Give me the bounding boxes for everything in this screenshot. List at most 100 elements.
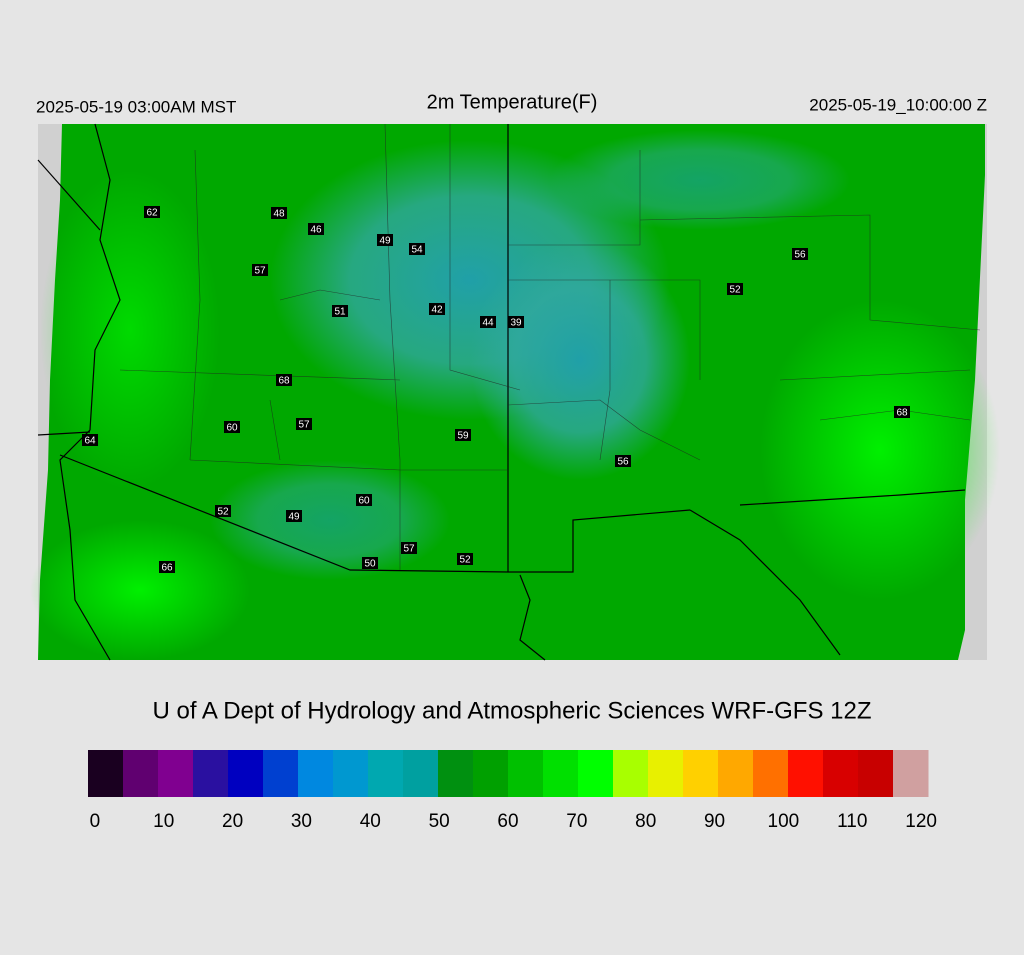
station: 52 <box>727 283 743 296</box>
station-box <box>308 223 324 235</box>
station-value: 44 <box>482 318 494 329</box>
station-value: 57 <box>298 420 310 431</box>
color-swatch <box>123 750 159 797</box>
station-box <box>401 542 417 554</box>
station-value: 60 <box>358 496 370 507</box>
station: 50 <box>362 557 378 570</box>
color-swatch <box>718 750 754 797</box>
color-swatch <box>263 750 299 797</box>
station: 60 <box>356 494 372 507</box>
colorbar-tick-label: 0 <box>90 811 101 832</box>
station-box <box>296 418 312 430</box>
color-swatch <box>403 750 439 797</box>
color-swatch <box>823 750 859 797</box>
color-swatch <box>753 750 789 797</box>
station: 57 <box>296 418 312 431</box>
station: 52 <box>215 505 231 518</box>
station: 57 <box>252 264 268 277</box>
colorbar-tick-label: 120 <box>905 811 937 832</box>
colorbar-tick-label: 40 <box>360 811 381 832</box>
station: 60 <box>224 421 240 434</box>
color-swatch <box>893 750 929 797</box>
color-swatch <box>333 750 369 797</box>
station-box <box>727 283 743 295</box>
colorbar-tick-label: 20 <box>222 811 243 832</box>
station-value: 56 <box>617 457 629 468</box>
colorbar-tick-label: 50 <box>429 811 450 832</box>
colorbar-tick-label: 60 <box>497 811 518 832</box>
station-box <box>894 406 910 418</box>
station-value: 46 <box>310 225 322 236</box>
color-swatch <box>543 750 579 797</box>
station-box <box>792 248 808 260</box>
color-swatch <box>228 750 264 797</box>
station-box <box>409 243 425 255</box>
map: 62 48 46 49 54 57 52 56 51 42 44 39 68 60 57 64 59 56 68 60… <box>30 123 1000 661</box>
credit: U of A Dept of Hydrology and Atmospheric… <box>153 697 872 724</box>
station: 52 <box>457 553 473 566</box>
station: 62 <box>144 206 160 219</box>
station-value: 60 <box>226 423 238 434</box>
station: 56 <box>792 248 808 261</box>
station: 39 <box>508 316 524 329</box>
color-swatch <box>438 750 474 797</box>
station-value: 59 <box>457 431 469 442</box>
colorbar-tick-label: 30 <box>291 811 312 832</box>
station-value: 54 <box>411 245 423 256</box>
station-box <box>224 421 240 433</box>
color-swatch <box>648 750 684 797</box>
color-swatch <box>613 750 649 797</box>
station-box <box>144 206 160 218</box>
station-value: 64 <box>84 436 96 447</box>
utc-time: 2025-05-19_10:00:00 Z <box>809 95 987 114</box>
color-swatch <box>473 750 509 797</box>
color-swatch <box>88 750 124 797</box>
color-swatch <box>788 750 824 797</box>
colorbar-tick-label: 100 <box>768 811 800 832</box>
station: 42 <box>429 303 445 316</box>
color-swatch <box>858 750 894 797</box>
color-swatch <box>298 750 334 797</box>
station-box <box>508 316 524 328</box>
station: 66 <box>159 561 175 574</box>
station: 68 <box>894 406 910 419</box>
station-box <box>286 510 302 522</box>
station-value: 57 <box>403 544 415 555</box>
station-box <box>356 494 372 506</box>
station-value: 49 <box>379 236 391 247</box>
station: 56 <box>615 455 631 468</box>
station: 49 <box>377 234 393 247</box>
station: 57 <box>401 542 417 555</box>
station-box <box>615 455 631 467</box>
station-box <box>480 316 496 328</box>
station-value: 52 <box>729 285 741 296</box>
station-value: 68 <box>278 376 290 387</box>
station-box <box>429 303 445 315</box>
station: 54 <box>409 243 425 256</box>
station-box <box>362 557 378 569</box>
color-swatch <box>368 750 404 797</box>
station-value: 68 <box>896 408 908 419</box>
station-box <box>332 305 348 317</box>
station-value: 52 <box>217 507 229 518</box>
station: 59 <box>455 429 471 442</box>
station-box <box>215 505 231 517</box>
station-box <box>82 434 98 446</box>
valid-time: 2025-05-19 03:00AM MST <box>36 97 236 116</box>
station: 68 <box>276 374 292 387</box>
station-value: 49 <box>288 512 300 523</box>
colorbar-tick-label: 110 <box>837 811 867 832</box>
station-box <box>276 374 292 386</box>
colorbar-tick-label: 10 <box>153 811 174 832</box>
station-value: 42 <box>431 305 443 316</box>
station-value: 51 <box>334 307 346 318</box>
station-value: 50 <box>364 559 376 570</box>
colorbar-tick-label: 80 <box>635 811 656 832</box>
station-box <box>271 207 287 219</box>
station: 48 <box>271 207 287 220</box>
station-box <box>159 561 175 573</box>
color-swatch <box>508 750 544 797</box>
station-value: 57 <box>254 266 266 277</box>
